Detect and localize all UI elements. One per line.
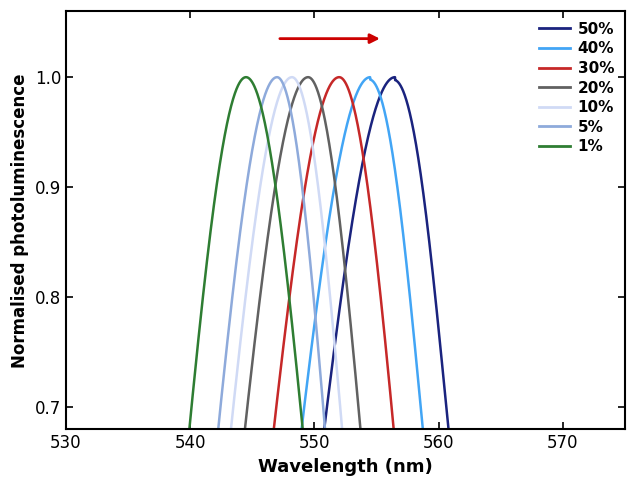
Line: 20%: 20%: [66, 77, 636, 487]
30%: [382, 343, 389, 349]
40%: [366, 74, 374, 80]
50%: [435, 332, 443, 337]
20%: [304, 74, 312, 80]
Legend: 50%, 40%, 30%, 20%, 10%, 5%, 1%: 50%, 40%, 30%, 20%, 10%, 5%, 1%: [533, 16, 620, 160]
10%: [288, 74, 296, 80]
50%: [391, 74, 399, 80]
40%: [382, 113, 389, 119]
Line: 30%: 30%: [66, 77, 636, 487]
X-axis label: Wavelength (nm): Wavelength (nm): [258, 458, 432, 476]
Line: 10%: 10%: [66, 77, 636, 487]
Line: 50%: 50%: [66, 77, 636, 487]
5%: [273, 74, 281, 80]
Y-axis label: Normalised photoluminescence: Normalised photoluminescence: [11, 73, 29, 368]
30%: [335, 74, 343, 80]
Line: 1%: 1%: [66, 77, 636, 487]
Line: 40%: 40%: [66, 77, 636, 487]
1%: [242, 74, 250, 80]
Line: 5%: 5%: [66, 77, 636, 487]
50%: [382, 82, 389, 88]
